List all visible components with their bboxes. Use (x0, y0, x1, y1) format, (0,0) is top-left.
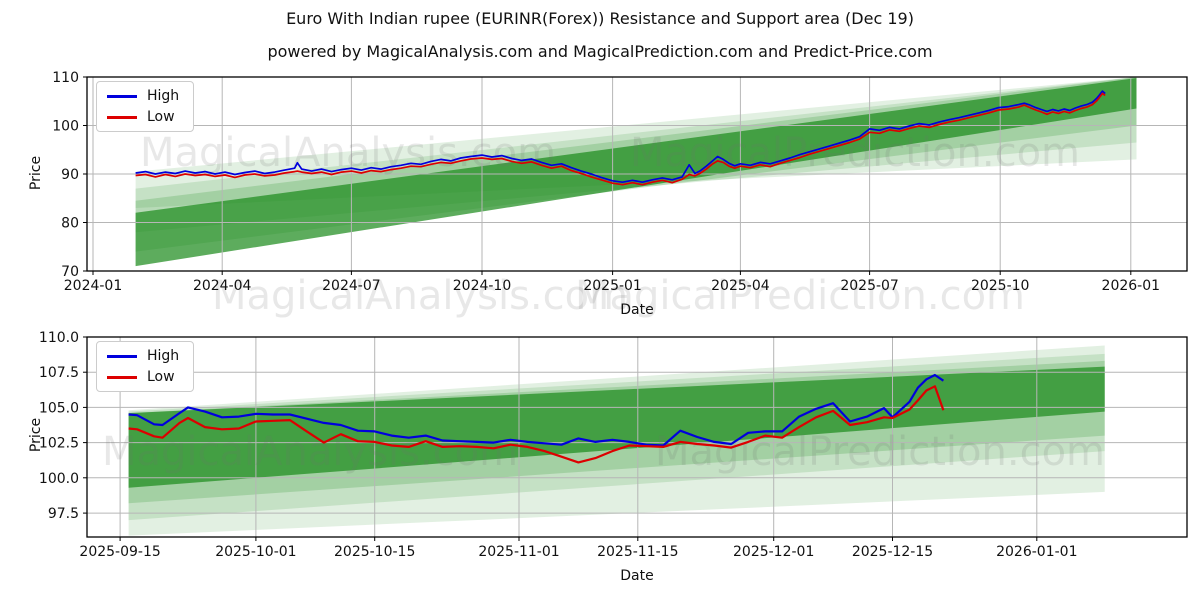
low-line (128, 385, 945, 464)
y-tick-label: 110 (52, 70, 79, 86)
y-tick-label: 107.5 (39, 365, 79, 381)
y-tick-label: 100.0 (39, 471, 79, 487)
watermark-analysis-bottom: MagicalAnalysis.com (102, 429, 518, 475)
legend-row-low: Low (107, 370, 179, 384)
legend-high-label: High (147, 88, 180, 104)
support-resistance-band (135, 77, 1137, 208)
x-tick-label: 2024-10 (453, 278, 512, 294)
legend-top-chart: High Low (96, 81, 195, 132)
legend-high-label: High (147, 348, 180, 364)
legend-low-label: Low (147, 109, 175, 125)
watermark-prediction-bottom: MagicalPrediction.com (655, 429, 1105, 475)
watermark-analysis-middle: MagicalAnalysis.com (212, 273, 628, 319)
x-tick-label: 2025-01 (583, 278, 642, 294)
x-tick-label: 2025-10-01 (215, 544, 296, 560)
support-resistance-band (128, 366, 1105, 488)
y-tick-label: 70 (61, 264, 79, 280)
watermark-prediction-top: MagicalPrediction.com (630, 130, 1080, 176)
watermark-prediction-middle: MagicalPrediction.com (575, 273, 1025, 319)
y-tick-label: 97.5 (48, 506, 79, 522)
low-line-swatch (107, 115, 137, 119)
y-tick-label: 102.5 (39, 436, 79, 452)
x-tick-label: 2024-01 (64, 278, 123, 294)
x-tick-label: 2024-04 (193, 278, 252, 294)
x-tick-label: 2025-07 (840, 278, 899, 294)
x-tick-label: 2025-12-01 (733, 544, 814, 560)
x-tick-label: 2025-04 (711, 278, 770, 294)
plot-border (86, 336, 1188, 538)
y-axis-label-top: Price (28, 155, 44, 191)
high-line-swatch (107, 94, 137, 98)
low-line (135, 92, 1106, 186)
legend-low-label: Low (147, 369, 175, 385)
watermarks: MagicalAnalysis.com MagicalPrediction.co… (102, 130, 1105, 475)
x-tick-label: 2025-11-01 (478, 544, 559, 560)
x-tick-label: 2025-09-15 (79, 544, 160, 560)
high-line (135, 90, 1106, 184)
chart-title: Euro With Indian rupee (EURINR(Forex)) R… (286, 9, 914, 28)
x-tick-label: 2025-11-15 (597, 544, 678, 560)
x-tick-label: 2026-01 (1102, 278, 1161, 294)
high-line (128, 373, 945, 447)
x-axis-label-bottom: Date (620, 568, 654, 584)
x-tick-label: 2025-10 (971, 278, 1030, 294)
x-tick-label: 2026-01-01 (996, 544, 1077, 560)
legend-bottom-chart: High Low (96, 341, 195, 392)
legend-row-high: High (107, 89, 179, 103)
y-axis-label-bottom: Price (28, 417, 44, 453)
high-line-swatch (107, 354, 137, 358)
y-tick-label: 90 (61, 167, 79, 183)
x-tick-label: 2025-12-15 (852, 544, 933, 560)
y-tick-label: 105.0 (39, 400, 79, 416)
y-tick-label: 80 (61, 216, 79, 232)
chart-subtitle: powered by MagicalAnalysis.com and Magic… (267, 42, 933, 61)
low-line-swatch (107, 375, 137, 379)
legend-row-high: High (107, 349, 179, 363)
x-tick-label: 2024-07 (322, 278, 381, 294)
lines-and-axes-layer: 2024-01 2024-04 2024-07 2024-10 2025-01 2025-… (39, 70, 1188, 560)
x-tick-label: 2025-10-15 (334, 544, 415, 560)
y-tick-label: 110.0 (39, 330, 79, 346)
legend-row-low: Low (107, 110, 179, 124)
y-tick-label: 100 (52, 119, 79, 135)
x-axis-label-top: Date (620, 302, 654, 318)
